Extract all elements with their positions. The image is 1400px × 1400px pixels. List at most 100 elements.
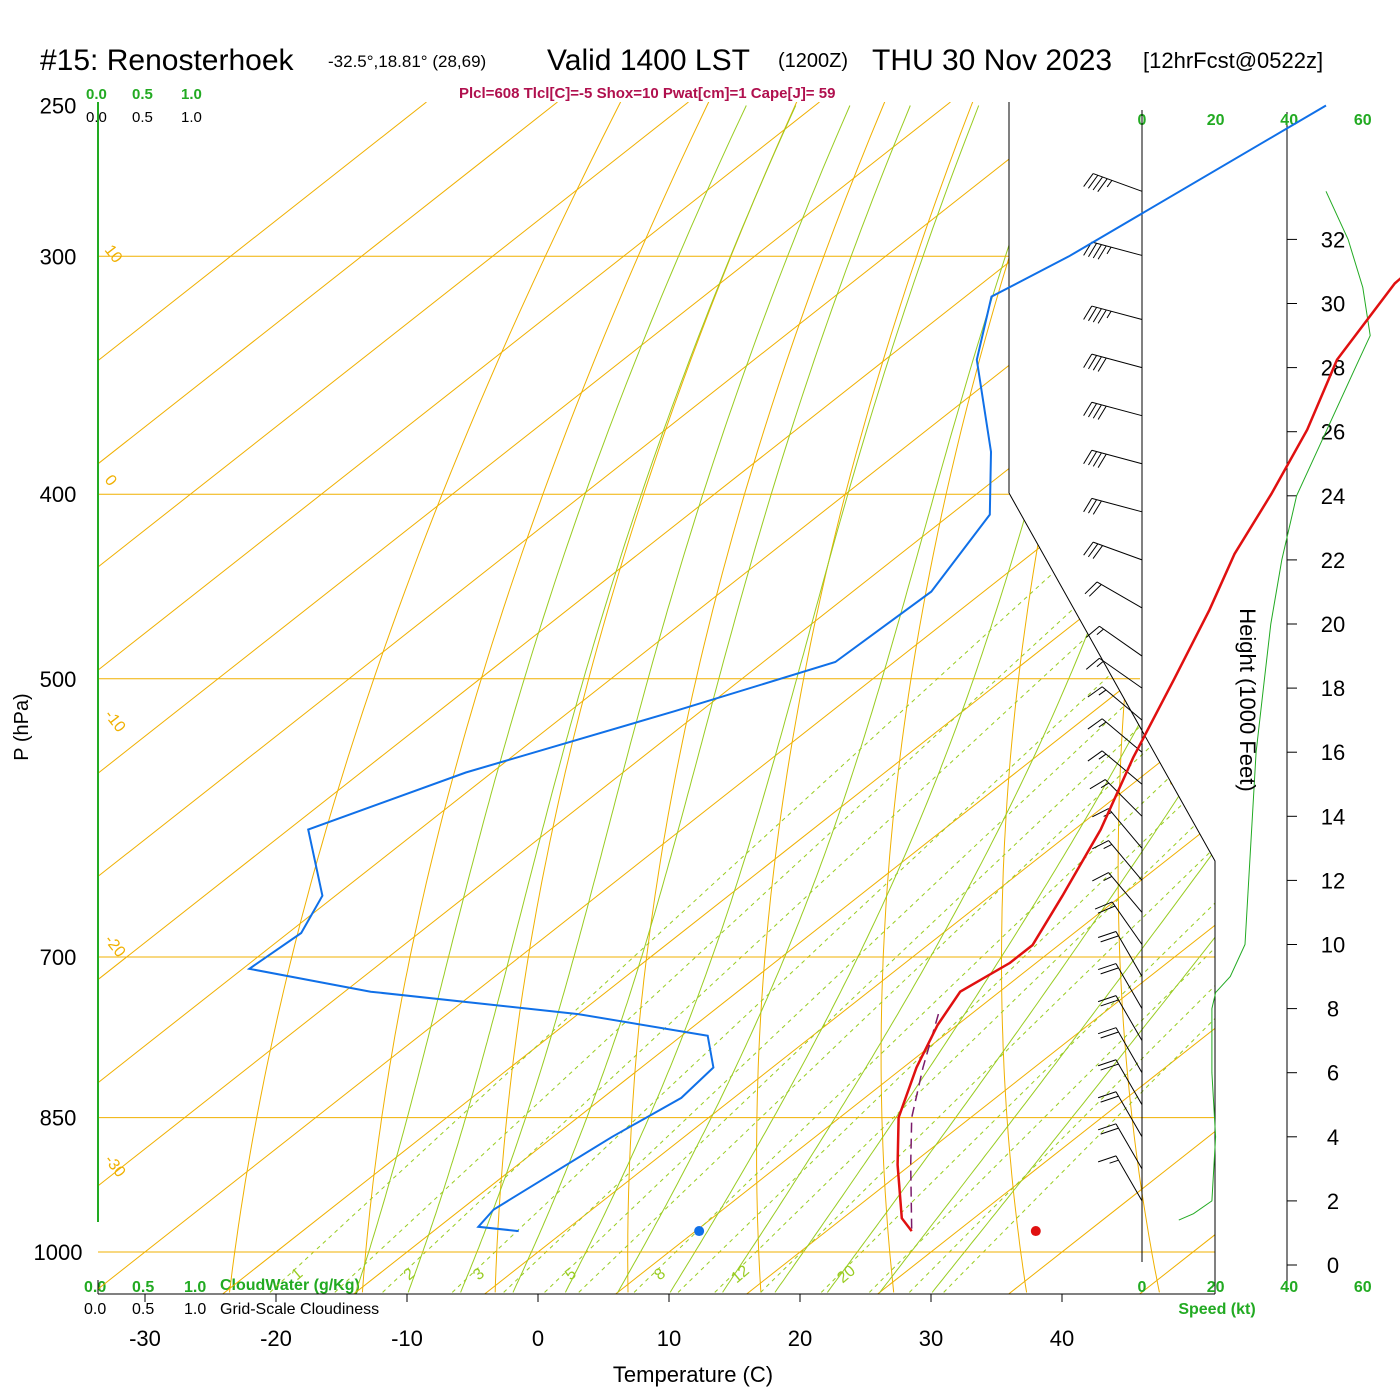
isotherm-label: -20 xyxy=(101,932,129,961)
barb-half-flag xyxy=(1098,753,1107,760)
barb-staff xyxy=(1096,581,1143,609)
pressure-tick-label: 1000 xyxy=(34,1240,83,1265)
cloud-tick-bottom-black-2: 1.0 xyxy=(184,1301,206,1318)
barb-flag xyxy=(1083,305,1093,320)
mixing-ratio-line xyxy=(382,493,1215,1293)
x-axis-title: Temperature (C) xyxy=(613,1362,773,1387)
barb-flag xyxy=(1092,176,1103,191)
pressure-tick-label: 250 xyxy=(40,94,77,119)
barb-flag xyxy=(1092,500,1102,515)
speed-tick-label-top: 20 xyxy=(1207,112,1225,129)
moist-adiabat-line xyxy=(617,105,1058,1293)
barb-staff xyxy=(1091,353,1143,369)
wind-barb xyxy=(1085,625,1143,657)
barb-half-flag xyxy=(1096,628,1104,636)
dewpoint-profile-line xyxy=(246,104,1327,1233)
cloud-tick-bottom-green-1: 0.5 xyxy=(132,1279,154,1296)
wind-barb xyxy=(1097,963,1143,1009)
height-tick-label: 2 xyxy=(1327,1189,1339,1214)
parcel-path-line xyxy=(909,1013,940,1232)
moist-adiabat-line xyxy=(931,105,1215,1293)
isotherm-line xyxy=(98,102,1215,1294)
x-tick-label: -10 xyxy=(391,1326,423,1351)
wind-speed-axis-title: Speed (kt) xyxy=(1178,1301,1255,1318)
station-title: #15: Renosterhoek xyxy=(40,44,295,77)
mixing-ratio-label: 3 xyxy=(470,1265,488,1284)
isotherm-label: 10 xyxy=(101,242,125,267)
mixing-ratio-line xyxy=(760,493,1215,1293)
barb-flag xyxy=(1092,244,1102,259)
height-tick-label: 26 xyxy=(1321,420,1345,445)
wind-barb xyxy=(1097,995,1143,1041)
x-tick-label: 10 xyxy=(657,1326,681,1351)
barb-flag xyxy=(1100,1031,1119,1039)
barb-staff xyxy=(1101,686,1143,721)
wind-barb xyxy=(1084,581,1143,609)
wind-barb xyxy=(1085,657,1143,689)
barb-half-flag xyxy=(1106,310,1112,319)
mixing-ratio-label: 8 xyxy=(651,1265,669,1284)
barb-flag xyxy=(1087,750,1103,762)
barb-flag xyxy=(1088,499,1098,514)
mixing-ratio-line xyxy=(677,493,1215,1293)
speed-tick-label-bottom: 20 xyxy=(1207,1279,1225,1296)
pressure-tick-label: 850 xyxy=(40,1106,77,1131)
dry-adiabat-line xyxy=(494,102,811,1293)
station-coords: -32.5°,18.81° (28,69) xyxy=(328,52,486,71)
barb-flag xyxy=(1085,657,1100,670)
height-tick-label: 14 xyxy=(1321,804,1345,829)
wind-barb xyxy=(1097,1155,1143,1202)
barb-flag xyxy=(1100,999,1119,1007)
wind-barb xyxy=(1097,931,1143,977)
indices-line: Plcl=608 Tlcl[C]=-5 Shox=10 Pwat[cm]=1 C… xyxy=(459,85,835,102)
barb-flag xyxy=(1088,243,1098,257)
mixing-ratio-line xyxy=(714,493,1215,1293)
cloud-tick-bottom-green-2: 1.0 xyxy=(184,1279,206,1296)
barb-flag xyxy=(1097,995,1117,1003)
barb-flag xyxy=(1097,405,1107,420)
pressure-tick-label: 500 xyxy=(40,667,77,692)
isotherm-line xyxy=(98,102,427,1294)
wind-barb xyxy=(1092,840,1143,881)
wind-barb xyxy=(1097,1123,1143,1170)
barb-staff xyxy=(1111,901,1143,945)
isotherm-label: 20 xyxy=(1100,635,1138,673)
isotherm-line xyxy=(615,102,1215,1294)
surface-temperature-marker xyxy=(1030,1226,1041,1237)
barb-staff xyxy=(1092,173,1143,192)
mixing-ratio-line xyxy=(578,493,1215,1293)
dry-adiabat-line xyxy=(229,102,637,1293)
cloud-tick-bottom-black-0: 0.0 xyxy=(84,1301,106,1318)
wind-barb xyxy=(1097,1059,1143,1105)
speed-tick-label-bottom: 40 xyxy=(1280,1279,1298,1296)
surface-dewpoint-marker xyxy=(694,1226,705,1237)
pressure-tick-label: 400 xyxy=(40,482,77,507)
isotherm-line xyxy=(98,102,1215,1294)
barb-flag xyxy=(1097,1091,1117,1099)
isotherm-line xyxy=(222,102,1215,1294)
barb-flag xyxy=(1097,931,1117,938)
sounding-profiles xyxy=(246,104,1400,1237)
speed-tick-label-bottom: 0 xyxy=(1138,1279,1147,1296)
cloud-scale-bottom: 0.0 0.5 1.0 CloudWater (g/Kg) 0.0 0.5 1.… xyxy=(84,1277,379,1318)
barb-staff xyxy=(1091,241,1143,256)
barb-staff xyxy=(1091,497,1143,513)
moist-adiabat-line xyxy=(407,105,797,1293)
cloud-tick-top-green-0: 0.0 xyxy=(86,86,107,103)
dry-adiabat-line xyxy=(1117,102,1215,1293)
dry-adiabat-line xyxy=(1001,102,1160,1293)
barb-flag xyxy=(1092,452,1102,467)
mixing-ratio-lines: 1 2 3 5 8 12 20 xyxy=(269,493,1215,1293)
moist-adiabat-line xyxy=(722,105,1215,1293)
barb-flag xyxy=(1088,403,1098,418)
mixing-ratio-label: 5 xyxy=(562,1265,580,1284)
barb-staff xyxy=(1101,718,1143,753)
cloud-tick-top-black-0: 0.0 xyxy=(86,109,107,126)
barb-flag xyxy=(1087,174,1099,189)
dry-adiabat-line xyxy=(361,102,724,1293)
barb-flag xyxy=(1097,245,1107,260)
barb-staff xyxy=(1091,305,1143,321)
barb-staff xyxy=(1115,1155,1143,1202)
forecast-label: [12hrFcst@0522z] xyxy=(1143,48,1323,73)
